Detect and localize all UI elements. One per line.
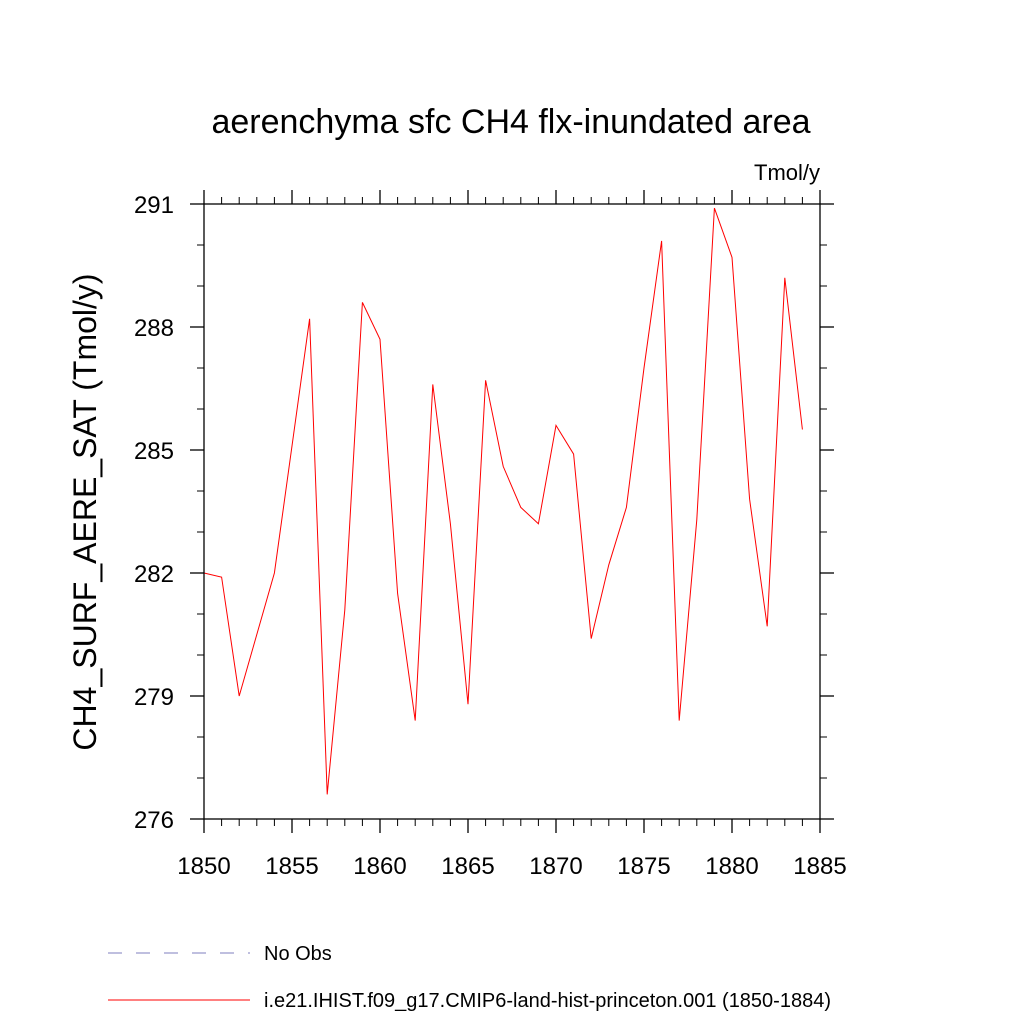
x-tick-label: 1875 <box>617 853 670 880</box>
x-tick-label: 1870 <box>529 853 582 880</box>
tick-labels: 1850 1855 1860 1865 1870 1875 1880 1885 276 279 28… <box>134 192 847 880</box>
y-tick-label: 285 <box>134 438 174 465</box>
series-line <box>203 207 803 795</box>
y-tick-label: 276 <box>134 807 174 834</box>
x-tick-label: 1880 <box>705 853 758 880</box>
y-tick-label: 282 <box>134 561 174 588</box>
plot-frame <box>203 203 821 820</box>
chart-title: aerenchyma sfc CH4 flx-inundated area <box>211 103 810 141</box>
x-tick-label: 1860 <box>353 853 406 880</box>
x-tick-label: 1850 <box>177 853 230 880</box>
x-tick-label: 1855 <box>265 853 318 880</box>
axis-ticks <box>190 190 834 833</box>
y-tick-label: 279 <box>134 684 174 711</box>
legend-label: No Obs <box>264 943 332 965</box>
y-axis-label: CH4_SURF_AERE_SAT (Tmol/y) <box>67 273 103 750</box>
plot-area <box>203 207 803 795</box>
units-label: Tmol/y <box>754 160 820 185</box>
y-tick-label: 291 <box>134 192 174 219</box>
y-tick-label: 288 <box>134 315 174 342</box>
x-tick-label: 1865 <box>441 853 494 880</box>
x-tick-label: 1885 <box>793 853 846 880</box>
legend-label: i.e21.IHIST.f09_g17.CMIP6-land-hist-prin… <box>264 990 831 1012</box>
legend: No Obs i.e21.IHIST.f09_g17.CMIP6-land-his… <box>108 943 831 1012</box>
